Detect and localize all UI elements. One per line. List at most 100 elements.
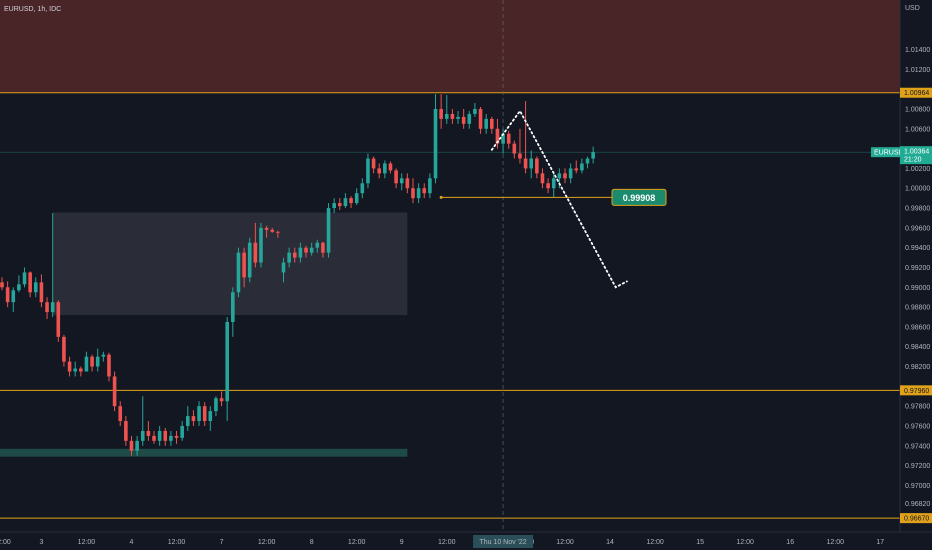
candle-body xyxy=(140,430,145,441)
candle-body xyxy=(377,168,382,174)
candle-body xyxy=(129,440,134,451)
price-tick-label: 1.01200 xyxy=(905,67,930,74)
price-axis-ticks: 1.01400 1.01200 1.00800 1.00600 1.00200 1.000… xyxy=(905,47,930,508)
candle-body xyxy=(523,158,528,169)
candle-body xyxy=(11,290,16,303)
candle-body xyxy=(169,435,173,441)
candle-body xyxy=(84,356,89,372)
candle-body xyxy=(439,108,443,119)
time-tick-label: 7 xyxy=(220,539,224,546)
demand-zone xyxy=(52,212,408,316)
price-tick-label: 0.98400 xyxy=(905,344,930,351)
candle-body xyxy=(107,354,111,377)
time-tick-label: 12:00 xyxy=(438,539,456,546)
candle-body xyxy=(67,361,72,372)
candle-body xyxy=(231,292,235,322)
candle-body xyxy=(90,356,94,367)
level-price-tag xyxy=(900,513,932,524)
candle-body xyxy=(321,242,325,253)
candle-body xyxy=(287,252,291,263)
price-tick-label: 0.98200 xyxy=(905,364,930,371)
time-tick-label: 12:00 xyxy=(736,539,754,546)
current-price-tag-text: 1.00364 xyxy=(904,149,929,156)
time-tick-label: 14 xyxy=(606,539,614,546)
candle-body xyxy=(338,203,342,207)
level-price-tag-text: 0.96670 xyxy=(904,516,929,523)
candle-body xyxy=(174,435,179,438)
price-axis[interactable]: USD 1.014001.012001.008001.006001.002001… xyxy=(871,0,932,532)
crosshair-time-badge xyxy=(473,535,534,548)
candle-body xyxy=(399,178,404,184)
candle-body xyxy=(568,168,573,179)
time-tick-label: 12:00 xyxy=(556,539,574,546)
candle-body xyxy=(0,282,4,288)
level-price-tag xyxy=(900,87,932,98)
price-tick-label: 1.00000 xyxy=(905,186,930,193)
time-tick-label: 17 xyxy=(876,539,884,546)
time-axis[interactable]: 12:00312:00412:00712:00812:00912:001015:… xyxy=(0,531,932,550)
candle-body xyxy=(219,398,224,402)
candle-body xyxy=(276,231,280,233)
candle-body xyxy=(259,227,263,263)
support-zone xyxy=(0,448,408,457)
current-price-symbol-text: EURUSD xyxy=(874,150,904,157)
candle-body xyxy=(506,133,511,144)
candle-body xyxy=(163,430,168,441)
candle-body xyxy=(62,336,66,362)
candle-body xyxy=(422,188,427,194)
candle-body xyxy=(383,163,387,174)
candle-body xyxy=(394,170,398,184)
candle-body xyxy=(309,247,314,253)
candle-body xyxy=(518,153,522,159)
time-tick-label: 3 xyxy=(39,539,43,546)
candle-body xyxy=(428,178,432,194)
candle-body xyxy=(433,108,438,179)
candle-body xyxy=(17,284,21,291)
price-tick-label: 0.99400 xyxy=(905,245,930,252)
drawings-layer: 0.99908 xyxy=(439,109,667,289)
countdown-text: 21:20 xyxy=(904,157,922,164)
candle-body xyxy=(152,435,156,441)
price-tick-label: 0.97800 xyxy=(905,404,930,411)
current-price-symbol-tag xyxy=(871,147,900,158)
candle-body xyxy=(467,113,472,124)
candle-body xyxy=(405,178,410,189)
candle-body xyxy=(512,143,517,154)
candle-body xyxy=(591,152,595,159)
time-tick-label: 15 xyxy=(696,539,704,546)
price-tick-label: 0.99200 xyxy=(905,265,930,272)
target-line-anchor xyxy=(439,195,443,199)
candle-body xyxy=(332,203,336,209)
candle-body xyxy=(371,158,376,169)
price-tick-label: 0.99800 xyxy=(905,206,930,213)
candle-body xyxy=(22,272,27,285)
candle-body xyxy=(326,208,331,253)
candle-body xyxy=(73,368,77,372)
candle-body xyxy=(281,262,286,273)
target-badge xyxy=(611,188,667,206)
price-tick-label: 0.97600 xyxy=(905,423,930,430)
candle-body xyxy=(79,368,83,372)
candle-body xyxy=(270,229,275,232)
candle-body xyxy=(585,158,590,164)
price-tick-label: 0.96820 xyxy=(905,501,930,508)
candle-body xyxy=(315,242,320,248)
candle-body xyxy=(264,227,269,230)
price-tick-label: 0.97400 xyxy=(905,443,930,450)
candle-body xyxy=(135,440,139,451)
price-tick-label: 1.00200 xyxy=(905,166,930,173)
candle-body xyxy=(501,133,505,144)
candle-body xyxy=(349,198,353,204)
candle-body xyxy=(197,406,201,422)
candle-body xyxy=(551,178,556,189)
candle-body xyxy=(388,163,393,171)
candle-body xyxy=(101,354,106,357)
price-tick-label: 0.98600 xyxy=(905,324,930,331)
price-tick-label: 1.00800 xyxy=(905,106,930,113)
candle-body xyxy=(354,193,359,204)
time-tick-label: 9 xyxy=(400,539,404,546)
current-price-tag xyxy=(900,146,932,165)
candle-body xyxy=(343,198,348,207)
currency-label: USD xyxy=(905,5,920,12)
